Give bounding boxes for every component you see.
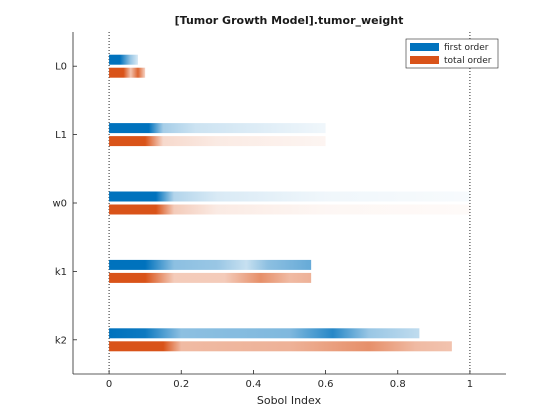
chart-title: [Tumor Growth Model].tumor_weight (175, 14, 404, 27)
bar-first-order-w0 (109, 191, 470, 202)
x-tick-label: 0.4 (245, 379, 261, 390)
legend-swatch-total-order (410, 56, 439, 64)
y-tick-label: w0 (52, 199, 67, 210)
bar-total-order-L0 (109, 67, 146, 78)
bar-total-order-k2 (109, 341, 452, 352)
y-tick-label: L0 (55, 62, 67, 73)
plot-area (73, 32, 506, 374)
bar-first-order-L0 (109, 54, 138, 65)
legend: first order total order (405, 38, 499, 69)
x-tick-label: 0.2 (173, 379, 189, 390)
x-tick-label: 1 (467, 379, 473, 390)
x-tick-label: 0.6 (318, 379, 334, 390)
legend-swatch-first-order (410, 43, 439, 51)
legend-label-total-order: total order (444, 56, 492, 66)
bar-total-order-L1 (109, 136, 326, 147)
y-tick-label: k2 (55, 335, 67, 346)
y-tick-label: L1 (55, 130, 67, 141)
x-tick-label: 0.8 (390, 379, 406, 390)
bar-total-order-w0 (109, 204, 470, 215)
bar-first-order-L1 (109, 123, 326, 134)
legend-label-first-order: first order (444, 43, 489, 53)
y-tick-label: k1 (55, 267, 67, 278)
bar-first-order-k1 (109, 259, 312, 270)
bar-total-order-k1 (109, 272, 312, 283)
x-axis-label: Sobol Index (257, 394, 322, 407)
bar-first-order-k2 (109, 328, 420, 339)
x-tick-label: 0 (106, 379, 112, 390)
